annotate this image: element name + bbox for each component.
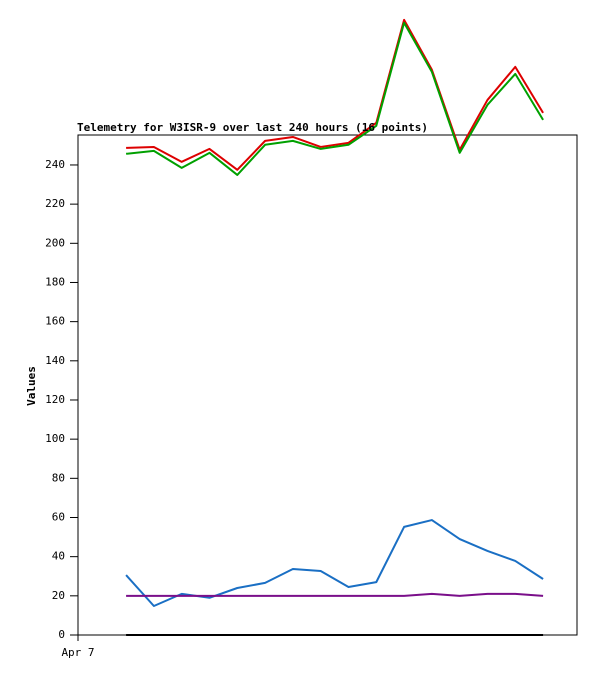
x-tick-label: Apr 7	[61, 646, 94, 659]
series-line	[125, 21, 544, 176]
y-axis-label: Values	[25, 366, 38, 406]
series-line	[126, 592, 544, 597]
y-tick-label: 180	[45, 275, 65, 288]
y-tick-label: 240	[45, 158, 65, 171]
y-tick-label: 220	[45, 197, 65, 210]
plot-frame	[77, 134, 578, 636]
series-line	[125, 519, 544, 608]
y-tick-label: 100	[45, 432, 65, 445]
chart-title: Telemetry for W3ISR-9 over last 240 hour…	[77, 121, 428, 134]
y-tick-label: 80	[52, 471, 65, 484]
y-tick-label: 40	[52, 550, 65, 563]
y-tick-label: 140	[45, 354, 65, 367]
series-line	[126, 18, 544, 171]
y-tick-label: 200	[45, 236, 65, 249]
y-tick-label: 0	[58, 628, 65, 641]
y-tick-label: 120	[45, 393, 65, 406]
y-tick-label: 20	[52, 589, 65, 602]
y-tick-label: 160	[45, 315, 65, 328]
y-tick-label: 60	[52, 510, 65, 523]
